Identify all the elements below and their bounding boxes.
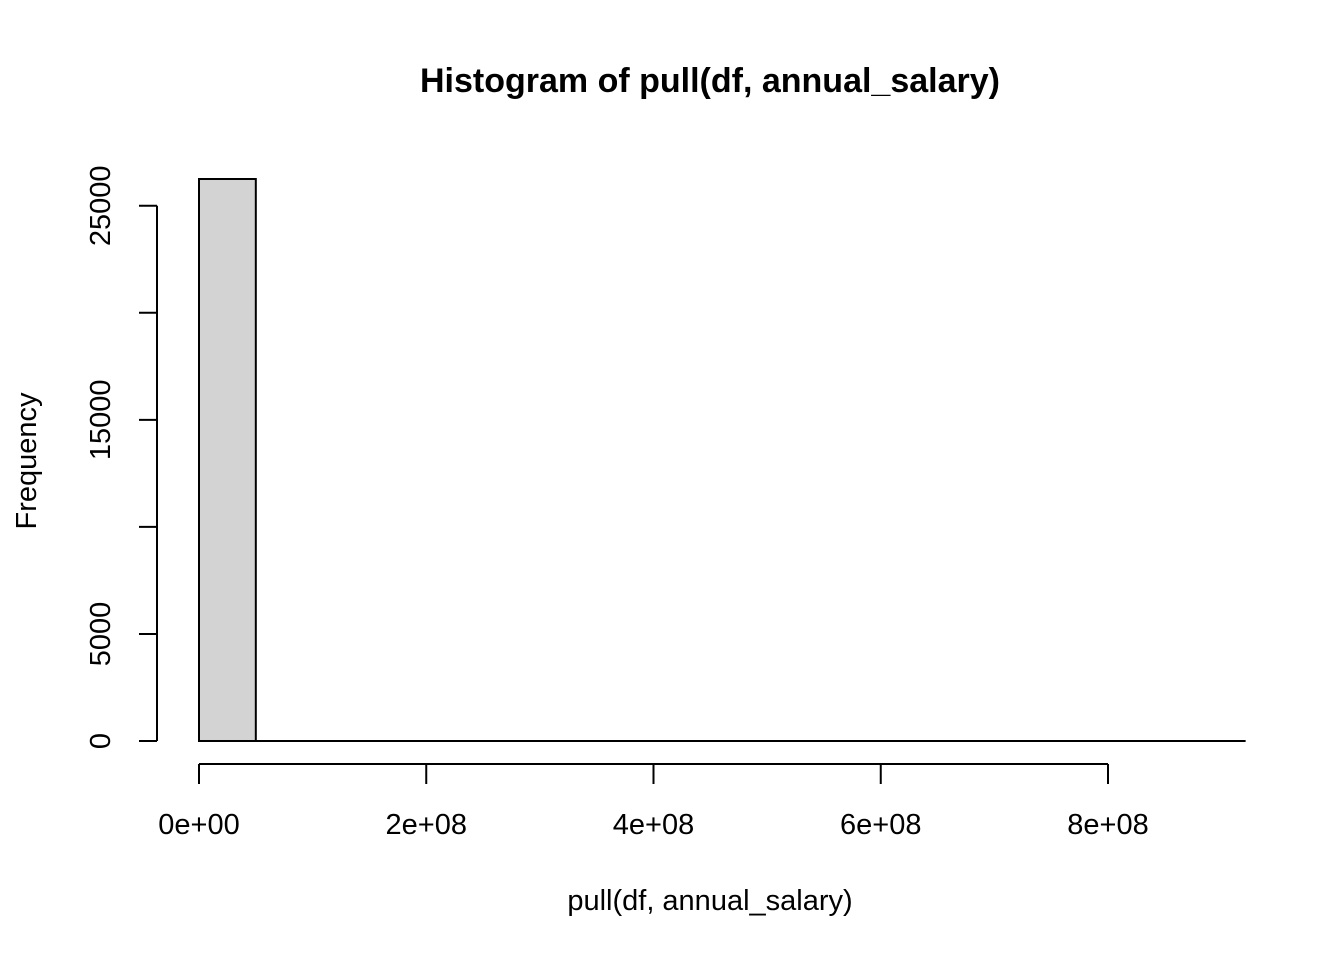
x-axis-label: pull(df, annual_salary): [567, 885, 852, 917]
y-axis-label: Frequency: [11, 392, 43, 530]
x-tick-label: 4e+08: [613, 809, 694, 841]
x-tick-label: 8e+08: [1067, 809, 1148, 841]
chart-title: Histogram of pull(df, annual_salary): [420, 62, 1000, 100]
histogram-bar: [198, 178, 257, 742]
y-axis: 0 5000 15000 25000: [85, 165, 158, 749]
y-tick-label: 0: [85, 733, 117, 749]
x-tick-label: 2e+08: [386, 809, 467, 841]
y-tick-label: 5000: [85, 602, 117, 667]
x-tick-label: 6e+08: [840, 809, 921, 841]
y-tick-label: 25000: [85, 165, 117, 246]
x-axis: 0e+00 2e+08 4e+08 6e+08 8e+08: [158, 763, 1149, 841]
y-tick-label: 15000: [85, 380, 117, 461]
x-tick-label: 0e+00: [158, 809, 239, 841]
bars-group: [198, 178, 257, 742]
